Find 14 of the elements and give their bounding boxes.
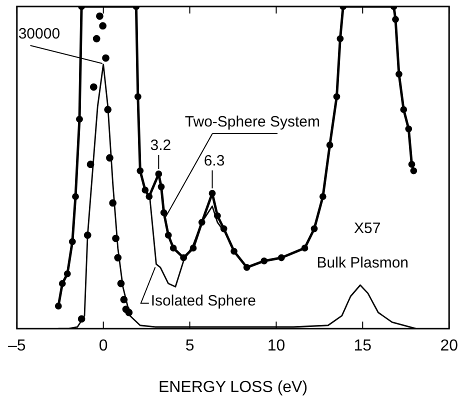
x-tick-label: –5 bbox=[8, 338, 26, 355]
x-tick-label: 10 bbox=[267, 338, 286, 355]
annotation: X57 bbox=[354, 220, 381, 237]
x-tick-label: 15 bbox=[354, 338, 372, 355]
series-label: Two-Sphere System bbox=[184, 114, 320, 131]
annotation: 3.2 bbox=[150, 137, 172, 154]
x-axis-title: ENERGY LOSS (eV) bbox=[158, 378, 308, 396]
annotation: 30000 bbox=[18, 26, 60, 43]
x-tick-label: 20 bbox=[440, 338, 458, 355]
annotation: 6.3 bbox=[204, 152, 225, 170]
series-label: Isolated Sphere bbox=[150, 292, 256, 310]
x-tick-label: 0 bbox=[98, 338, 108, 355]
annotation: Bulk Plasmon bbox=[316, 254, 409, 272]
x-tick-label: 5 bbox=[185, 338, 194, 355]
